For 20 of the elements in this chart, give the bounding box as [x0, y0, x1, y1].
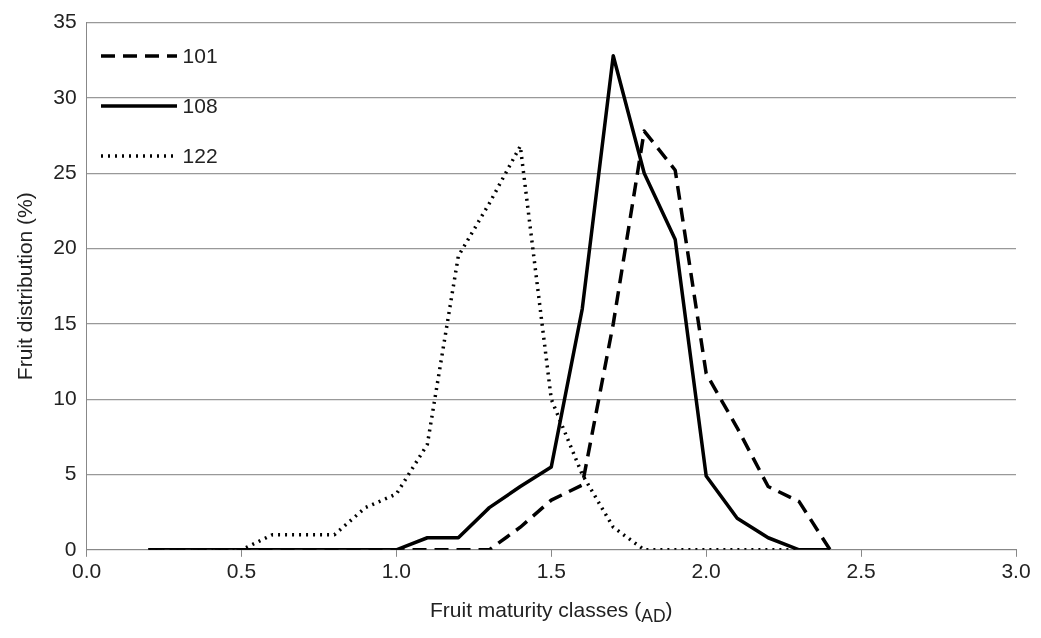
x-tick-label: 1.5: [536, 559, 566, 583]
x-tick-label: 0.5: [226, 559, 257, 583]
x-tick-label: 3.0: [1001, 559, 1031, 583]
legend-label: 108: [182, 93, 218, 118]
x-tick-label: 0.0: [71, 559, 102, 583]
y-axis-title: Fruit distribution (%): [13, 192, 37, 381]
y-tick-label: 15: [53, 310, 77, 334]
y-tick-label: 30: [53, 84, 77, 108]
y-tick-label: 5: [64, 461, 77, 485]
x-tick-label: 2.5: [846, 559, 876, 583]
x-tick-label: 1.0: [381, 559, 411, 583]
x-axis-title: Fruit maturity classes ($_{AD}$): [429, 597, 674, 627]
legend-label: 122: [182, 143, 218, 168]
y-tick-label: 25: [53, 160, 77, 184]
y-tick-label: 0: [64, 536, 77, 560]
y-tick-label: 20: [53, 235, 77, 259]
legend-label: 101: [182, 43, 218, 68]
x-tick-label: 2.0: [691, 559, 721, 583]
y-tick-label: 35: [53, 9, 77, 33]
y-tick-label: 10: [53, 385, 77, 409]
